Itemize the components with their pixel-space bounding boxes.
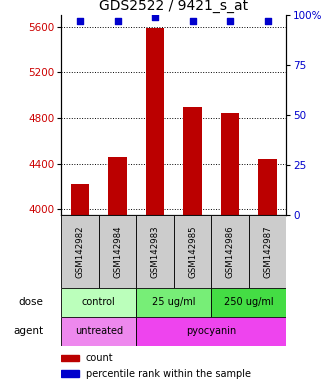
Text: GSM142982: GSM142982 (75, 225, 84, 278)
Bar (136, 288, 211, 317)
Bar (71, 184, 89, 215)
Bar (221, 114, 239, 215)
Bar (183, 107, 202, 215)
Text: GSM142983: GSM142983 (151, 225, 160, 278)
Bar (99, 215, 136, 288)
Text: pyocyanin: pyocyanin (186, 326, 236, 336)
Point (115, 18, 120, 25)
Text: control: control (82, 297, 116, 308)
Bar (211, 215, 249, 288)
Point (227, 18, 233, 25)
Text: GSM142987: GSM142987 (263, 225, 272, 278)
Text: count: count (86, 353, 114, 363)
Bar (146, 28, 165, 215)
Text: GSM142985: GSM142985 (188, 225, 197, 278)
Text: percentile rank within the sample: percentile rank within the sample (86, 369, 251, 379)
Point (265, 18, 270, 25)
Point (152, 14, 158, 20)
Text: dose: dose (18, 297, 43, 308)
Text: agent: agent (13, 326, 43, 336)
Text: GSM142984: GSM142984 (113, 225, 122, 278)
Bar (61, 355, 79, 361)
Text: 25 ug/ml: 25 ug/ml (152, 297, 196, 308)
Point (77, 18, 83, 25)
Bar (211, 288, 286, 317)
Point (190, 18, 195, 25)
Bar (249, 215, 286, 288)
Text: 250 ug/ml: 250 ug/ml (224, 297, 274, 308)
Bar (136, 317, 286, 346)
Bar (61, 288, 136, 317)
Bar (61, 215, 99, 288)
Bar (61, 371, 79, 377)
Bar (61, 317, 136, 346)
Bar (174, 215, 211, 288)
Bar (258, 159, 277, 215)
Bar (108, 157, 127, 215)
Text: untreated: untreated (75, 326, 123, 336)
Bar (136, 215, 174, 288)
Title: GDS2522 / 9421_s_at: GDS2522 / 9421_s_at (99, 0, 248, 13)
Text: GSM142986: GSM142986 (225, 225, 235, 278)
